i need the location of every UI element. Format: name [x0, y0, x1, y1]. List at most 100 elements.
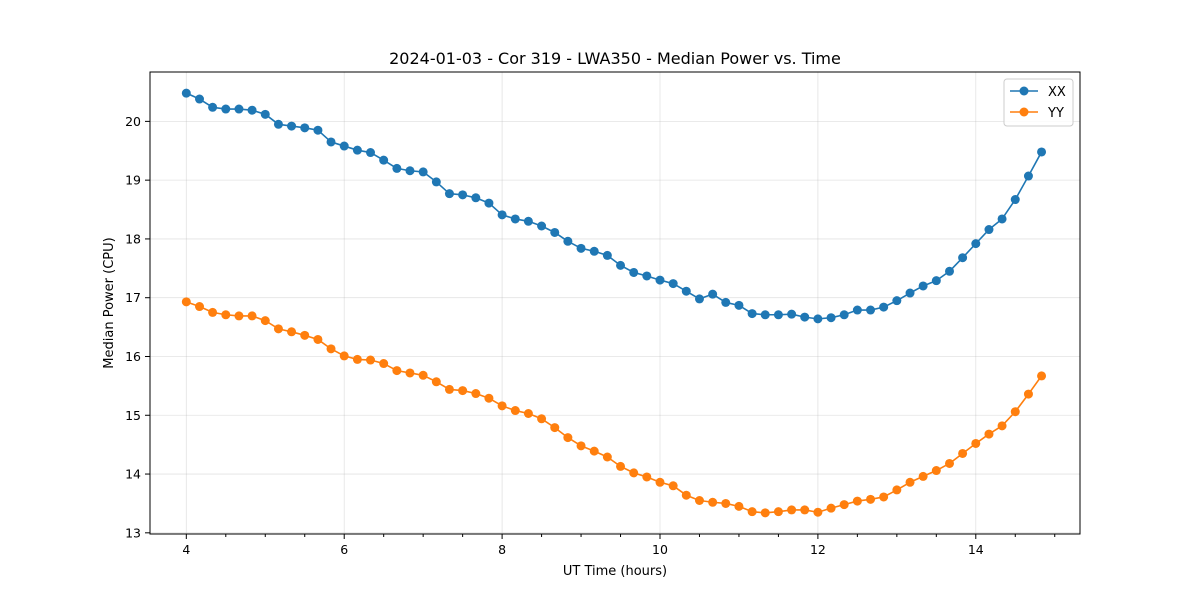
data-point-xx — [458, 190, 468, 200]
data-point-yy — [550, 423, 560, 433]
data-point-xx — [945, 266, 954, 276]
data-point-xx — [576, 243, 586, 253]
data-point-xx — [405, 166, 415, 176]
y-tick-label: 13 — [125, 525, 141, 540]
data-point-xx — [418, 167, 428, 177]
data-point-xx — [563, 236, 573, 246]
data-point-yy — [997, 421, 1007, 431]
data-point-xx — [668, 279, 678, 289]
data-point-yy — [747, 507, 757, 517]
data-point-xx — [602, 250, 612, 260]
data-point-yy — [458, 386, 468, 396]
data-point-xx — [287, 121, 297, 131]
data-point-xx — [892, 296, 902, 306]
x-tick-label: 8 — [498, 542, 506, 557]
data-point-yy — [576, 441, 586, 451]
y-tick-label: 19 — [125, 173, 141, 188]
data-point-yy — [681, 490, 691, 500]
data-point-yy — [247, 311, 257, 321]
data-point-yy — [418, 370, 428, 380]
data-point-xx — [208, 102, 218, 112]
data-point-xx — [195, 94, 204, 104]
data-point-xx — [379, 155, 389, 165]
data-point-xx — [734, 300, 744, 310]
y-tick-label: 15 — [125, 408, 141, 423]
y-tick-label: 20 — [125, 114, 141, 129]
data-point-yy — [484, 393, 494, 403]
data-point-xx — [471, 193, 481, 203]
x-tick-label: 4 — [182, 542, 190, 557]
x-tick-label: 14 — [968, 542, 984, 557]
data-point-xx — [247, 105, 257, 115]
data-point-yy — [444, 384, 454, 394]
data-point-xx — [234, 104, 244, 114]
x-tick-label: 10 — [652, 542, 668, 557]
data-point-yy — [945, 458, 954, 468]
legend-label-yy: YY — [1047, 106, 1064, 121]
data-point-yy — [352, 354, 362, 364]
data-point-yy — [839, 500, 849, 510]
data-point-yy — [208, 307, 218, 317]
data-point-yy — [313, 334, 323, 344]
data-point-yy — [616, 461, 626, 471]
data-point-yy — [813, 507, 823, 517]
data-point-yy — [918, 471, 928, 481]
data-point-xx — [905, 288, 915, 298]
data-point-xx — [918, 281, 928, 291]
data-point-yy — [905, 477, 915, 487]
data-point-yy — [523, 409, 533, 418]
data-point-xx — [392, 163, 402, 173]
legend-entry-yy: YY — [1010, 106, 1064, 121]
data-point-xx — [773, 310, 783, 320]
data-point-yy — [787, 505, 797, 515]
y-tick-label: 16 — [125, 349, 141, 364]
data-point-xx — [681, 286, 691, 296]
data-point-xx — [221, 104, 231, 114]
series-yy — [181, 297, 1047, 518]
data-point-yy — [694, 496, 704, 505]
data-point-yy — [589, 446, 599, 456]
data-point-xx — [997, 214, 1007, 224]
data-point-yy — [392, 366, 402, 376]
data-point-yy — [721, 498, 731, 508]
data-point-yy — [866, 494, 876, 504]
data-point-yy — [668, 481, 678, 491]
data-point-xx — [760, 310, 770, 320]
data-point-yy — [181, 297, 191, 307]
data-point-xx — [616, 260, 626, 270]
data-point-xx — [629, 267, 639, 277]
data-point-xx — [826, 313, 836, 323]
data-point-yy — [773, 507, 783, 517]
data-point-xx — [642, 271, 652, 281]
data-point-yy — [497, 401, 507, 411]
legend: XX YY — [1003, 78, 1074, 127]
data-point-xx — [510, 214, 520, 224]
data-point-yy — [405, 368, 415, 378]
data-point-xx — [300, 123, 310, 133]
data-point-xx — [747, 309, 757, 319]
data-point-xx — [313, 125, 323, 135]
data-point-xx — [431, 177, 441, 187]
data-point-yy — [1037, 371, 1047, 381]
data-point-yy — [642, 472, 652, 482]
data-point-yy — [971, 438, 981, 448]
data-point-yy — [287, 327, 297, 337]
data-point-xx — [550, 227, 560, 237]
data-point-yy — [339, 351, 349, 361]
data-point-yy — [195, 302, 204, 312]
data-point-yy — [537, 414, 547, 424]
data-point-xx — [181, 88, 191, 98]
data-point-yy — [1023, 389, 1033, 399]
data-point-xx — [721, 297, 731, 307]
data-point-yy — [221, 310, 231, 320]
data-point-xx — [971, 239, 981, 249]
data-point-xx — [444, 189, 454, 199]
data-point-xx — [852, 305, 862, 315]
data-point-xx — [260, 109, 270, 119]
legend-entry-xx: XX — [1010, 85, 1066, 100]
data-point-yy — [734, 501, 744, 511]
data-point-yy — [931, 466, 941, 476]
x-axis-label: UT Time (hours) — [563, 564, 667, 579]
data-point-yy — [379, 359, 389, 369]
data-point-yy — [879, 492, 889, 502]
